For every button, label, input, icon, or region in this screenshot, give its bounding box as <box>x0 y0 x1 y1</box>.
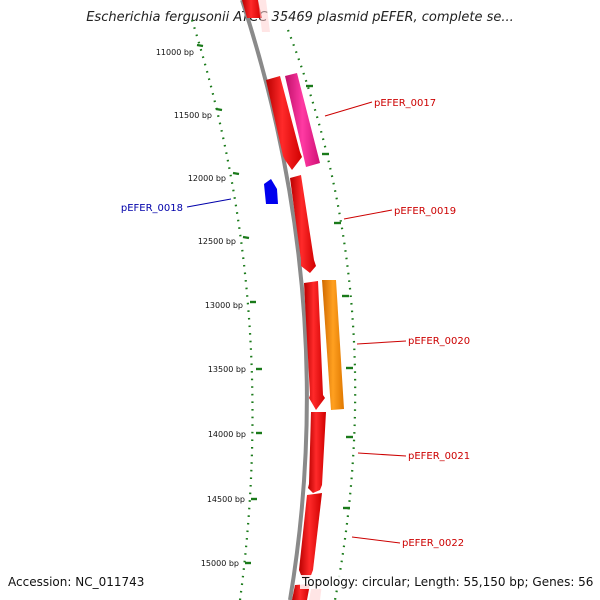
label-leaders <box>187 102 406 543</box>
tick-label: 11500 bp <box>174 111 212 120</box>
tick-label: 14000 bp <box>208 430 246 439</box>
gene-label-pEFER_0017: pEFER_0017 <box>374 98 436 109</box>
tick-label: 13000 bp <box>205 301 243 310</box>
gene-label-pEFER_0020: pEFER_0020 <box>408 336 470 347</box>
tick-labels: 11000 bp 11500 bp 12000 bp 12500 bp 1300… <box>156 48 246 568</box>
gene-label-pEFER_0022: pEFER_0022 <box>402 538 464 549</box>
gene-arrow-pEFER_0018 <box>264 179 278 204</box>
inner-tick-ring <box>192 20 253 600</box>
gene-label-pEFER_0019: pEFER_0019 <box>394 206 456 217</box>
gene-label-pEFER_0021: pEFER_0021 <box>408 451 470 462</box>
accession-label: Accession: NC_011743 <box>8 575 144 589</box>
gene-arrow-pEFER_0021 <box>308 412 326 493</box>
tick-label: 11000 bp <box>156 48 194 57</box>
tick-label: 12500 bp <box>198 237 236 246</box>
gene-label-pEFER_0018: pEFER_0018 <box>121 203 183 214</box>
gene-arrow-orange <box>322 280 344 410</box>
tick-label: 12000 bp <box>188 174 226 183</box>
tick-label: 13500 bp <box>208 365 246 374</box>
topology-summary: Topology: circular; Length: 55,150 bp; G… <box>300 575 595 589</box>
tick-label: 15000 bp <box>201 559 239 568</box>
gene-labels: pEFER_0017 pEFER_0018 pEFER_0019 pEFER_0… <box>121 98 470 549</box>
tick-label: 14500 bp <box>207 495 245 504</box>
